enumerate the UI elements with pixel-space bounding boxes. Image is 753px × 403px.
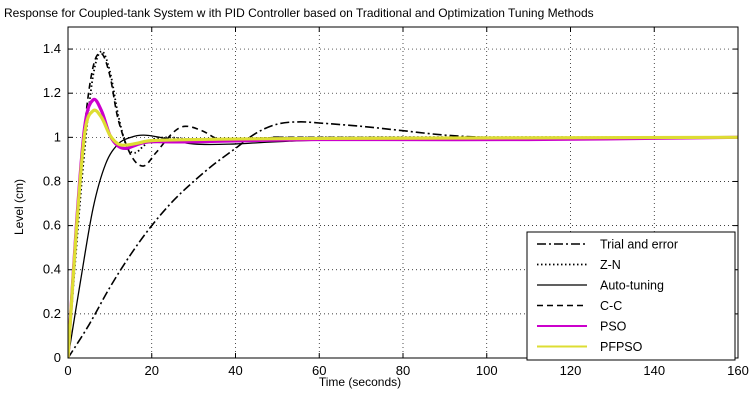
legend-label: Trial and error [600,238,678,252]
axes-frame [67,26,739,359]
y-tick-label: 0.2 [43,306,61,321]
x-tick-label: 20 [145,363,159,378]
x-tick-label: 0 [64,363,71,378]
x-tick-label: 40 [228,363,242,378]
legend: Trial and error Z-N Auto-tuning C-C PSO PFPSO [526,231,736,361]
y-tick-label: 1.4 [43,41,61,56]
y-tick-label: 0.6 [43,218,61,233]
series-line-pfpso [68,108,738,358]
y-axis-label: Level (cm) [12,179,26,235]
x-axis-label: Time (seconds) [319,375,401,389]
legend-label: PFPSO [600,340,643,354]
legend-label: Z-N [600,258,621,272]
y-tick-label: 0.4 [43,262,61,277]
legend-box [526,231,736,361]
x-tick-label: 60 [312,363,326,378]
y-tick-label: 0 [54,350,61,365]
legend-label: C-C [600,299,622,313]
y-tick-label: 0.8 [43,173,61,188]
x-tick-label: 140 [643,363,665,378]
x-tick-label: 160 [727,363,749,378]
y-tick-label: 1.2 [43,85,61,100]
legend-label: Auto-tuning [600,279,664,293]
x-tick-label: 80 [396,363,410,378]
chart-title: Response for Coupled-tank System w ith P… [4,6,594,20]
x-tick-label: 120 [560,363,582,378]
x-tick-label: 100 [476,363,498,378]
series-group [68,50,738,358]
y-tick-label: 1 [54,129,61,144]
plot-area: 0 20 40 60 80 100 120 140 160 0 0.2 0.4 0.6 0.8 1 1.2 1.… [43,26,749,378]
legend-label: PSO [600,320,627,334]
